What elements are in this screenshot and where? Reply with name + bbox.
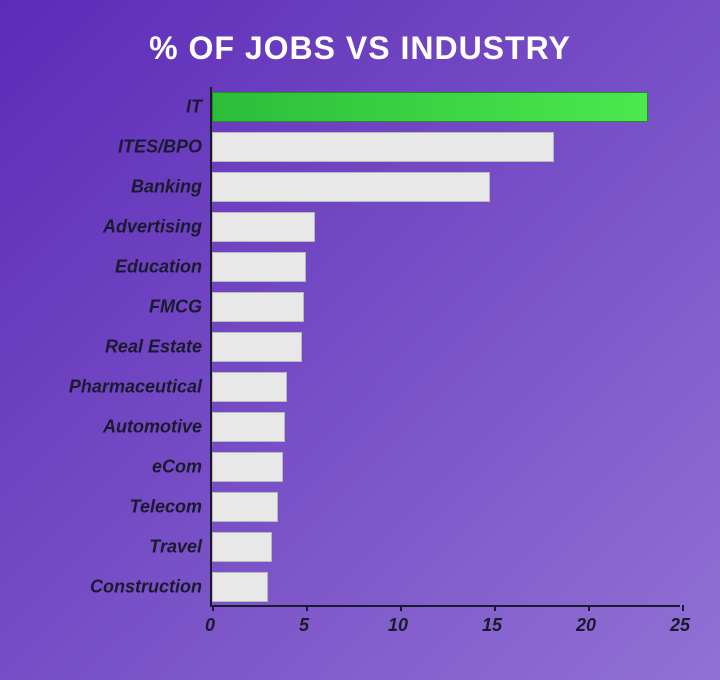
x-axis-tick: [588, 605, 590, 611]
bar: [212, 412, 285, 442]
y-axis-label: ITES/BPO: [118, 137, 202, 158]
y-axis-label: Telecom: [130, 497, 202, 518]
y-axis-label: eCom: [152, 457, 202, 478]
bars-area: [210, 87, 680, 607]
y-axis-labels: IT ITES/BPO Banking Advertising Education FMC…: [40, 87, 210, 607]
y-axis-label: FMCG: [149, 297, 202, 318]
x-axis-tick: [494, 605, 496, 611]
y-axis-label: Banking: [131, 177, 202, 198]
bar: [212, 172, 490, 202]
y-axis-label: Construction: [90, 577, 202, 598]
y-axis-label: Pharmaceutical: [69, 377, 202, 398]
x-axis-label: 0: [205, 615, 215, 636]
x-axis-label: 15: [482, 615, 502, 636]
bar: [212, 292, 304, 322]
x-axis-label: 25: [670, 615, 690, 636]
chart-title: % OF JOBS VS INDUSTRY: [40, 30, 680, 67]
y-axis-label: IT: [186, 97, 202, 118]
bar: [212, 372, 287, 402]
x-axis-tick: [682, 605, 684, 611]
bar: [212, 332, 302, 362]
bar: [212, 212, 315, 242]
bar: [212, 252, 306, 282]
y-axis-label: Advertising: [103, 217, 202, 238]
bar: [212, 452, 283, 482]
x-axis-labels: 0510152025: [210, 615, 680, 645]
x-axis-tick: [400, 605, 402, 611]
x-axis-label: 10: [388, 615, 408, 636]
y-axis-label: Automotive: [103, 417, 202, 438]
plot-area: IT ITES/BPO Banking Advertising Education FMC…: [40, 87, 680, 647]
bar: [212, 572, 268, 602]
bar: [212, 92, 648, 122]
x-axis-tick: [306, 605, 308, 611]
y-axis-label: Real Estate: [105, 337, 202, 358]
x-axis-tick: [212, 605, 214, 611]
bar: [212, 132, 554, 162]
chart-container: % OF JOBS VS INDUSTRY IT ITES/BPO Banking A…: [0, 0, 720, 680]
bar: [212, 532, 272, 562]
bar: [212, 492, 278, 522]
y-axis-label: Travel: [149, 537, 202, 558]
y-axis-label: Education: [115, 257, 202, 278]
x-axis-label: 20: [576, 615, 596, 636]
x-axis-label: 5: [299, 615, 309, 636]
